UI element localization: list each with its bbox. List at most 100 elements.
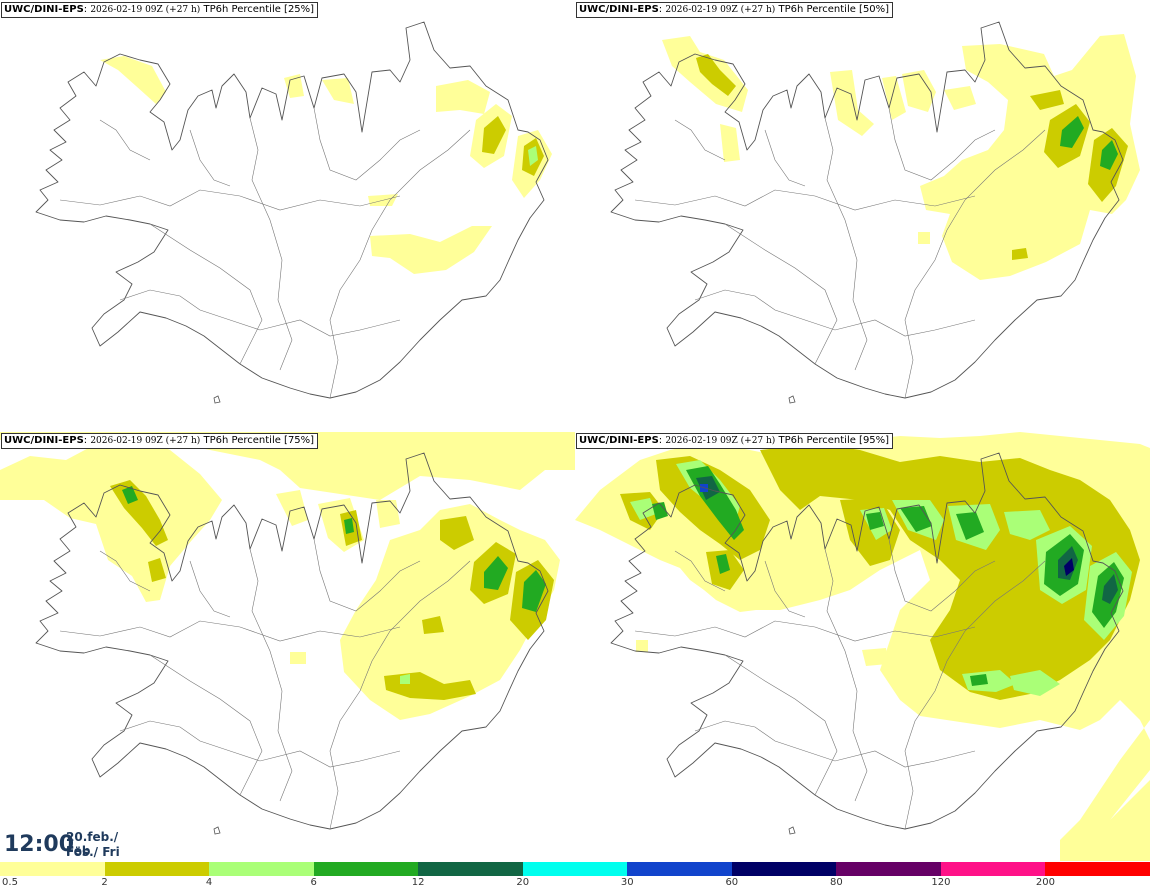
precip-contour (944, 86, 976, 110)
legend-tick-label: 60 (725, 877, 739, 888)
legend-swatch (104, 862, 211, 876)
precip-contour (122, 486, 138, 504)
precip-map-p25 (35, 21, 552, 404)
run-info: 2026-02-19 09Z (+27 h) (665, 5, 776, 15)
precip-contour (696, 54, 736, 96)
legend-swatch (209, 862, 315, 876)
precip-contour (1100, 140, 1118, 170)
region-boundary (189, 560, 231, 618)
precip-contour (482, 116, 506, 154)
region-boundary (904, 560, 1046, 830)
region-boundary (59, 620, 401, 642)
precip-map-p75 (0, 432, 575, 835)
percentile-label: TP6h Percentile [50%] (778, 4, 890, 15)
precip-contour (344, 518, 354, 534)
run-info: 2026-02-19 09Z (+27 h) (90, 5, 201, 15)
precip-contour (760, 444, 1140, 700)
legend-tick-label: 0.5 (2, 877, 18, 888)
precip-contour (1004, 510, 1050, 540)
legend-tick-label: 12 (411, 877, 425, 888)
model-name: UWC/DINI-EPS (4, 435, 84, 446)
iceland-outline (610, 21, 1124, 404)
map-panel-p75: UWC/DINI-EPS: 2026-02-19 09Z (+27 h) TP6… (0, 431, 575, 861)
legend-swatch (627, 862, 733, 876)
precip-contour (866, 512, 884, 530)
precip-contour (630, 498, 656, 520)
precip-contour (370, 226, 492, 274)
region-boundary (313, 107, 421, 181)
precip-contour (322, 78, 354, 104)
precip-contour (422, 616, 444, 634)
region-boundary (149, 223, 263, 365)
region-boundary (674, 550, 726, 592)
legend-tick-label: 200 (1035, 877, 1055, 888)
precip-contour (148, 558, 166, 582)
precip-contour (110, 480, 168, 546)
precip-contour (100, 56, 166, 104)
coastline (35, 452, 549, 830)
map-panel-p95: UWC/DINI-EPS: 2026-02-19 09Z (+27 h) TP6… (575, 431, 1150, 861)
valid-day: Fös./ Fri (66, 845, 120, 859)
region-boundary (99, 119, 151, 161)
precip-contour (484, 556, 508, 590)
region-boundary (694, 289, 976, 337)
legend-tick-label: 2 (101, 877, 108, 888)
region-boundary (329, 560, 471, 830)
valid-date: 20.feb./ Feb (66, 830, 119, 858)
precip-contour (522, 570, 546, 612)
region-boundary (724, 223, 838, 365)
region-boundary (674, 119, 726, 161)
region-boundary (119, 289, 401, 337)
island (213, 826, 221, 835)
run-info: 2026-02-19 09Z (+27 h) (90, 436, 201, 446)
panel-title-p25: UWC/DINI-EPS: 2026-02-19 09Z (+27 h) TP6… (1, 2, 319, 18)
precip-contour (1060, 116, 1084, 148)
island (213, 395, 221, 404)
legend-swatch (313, 862, 420, 876)
model-name: UWC/DINI-EPS (579, 435, 659, 446)
precip-layer (575, 432, 1150, 861)
precip-contour (830, 70, 874, 136)
coastline (610, 21, 1124, 399)
precip-contour (436, 80, 490, 114)
precip-contour (1102, 574, 1118, 604)
map-panel-p50: UWC/DINI-EPS: 2026-02-19 09Z (+27 h) TP6… (575, 0, 1150, 430)
precip-contour (1030, 90, 1064, 110)
precip-contour (1010, 670, 1060, 696)
legend-swatch (522, 862, 629, 876)
panel-title-p75: UWC/DINI-EPS: 2026-02-19 09Z (+27 h) TP6… (1, 433, 319, 449)
precip-contour (284, 74, 304, 98)
region-boundary (888, 538, 996, 612)
precip-map-p95 (575, 432, 1150, 861)
island (788, 395, 796, 404)
region-boundary (904, 129, 1046, 399)
legend-tick-label: 20 (516, 877, 530, 888)
region-boundary (634, 189, 976, 211)
valid-time: 12:00 (4, 832, 75, 857)
region-boundary (329, 129, 471, 399)
region-boundary (694, 720, 976, 768)
coastline (610, 452, 1124, 830)
precip-contour (290, 652, 306, 664)
coastline (35, 21, 549, 399)
legend-tick-label: 30 (620, 877, 634, 888)
region-boundary (119, 720, 401, 768)
precip-color-legend: 0.5 2 4 6 12 20 30 60 80 120 200 (0, 862, 1150, 891)
legend-swatch (418, 862, 524, 876)
precip-contour (636, 640, 648, 652)
precip-contour (400, 674, 410, 684)
iceland-outline (35, 21, 549, 404)
precip-contour (902, 70, 936, 112)
region-boundary (764, 560, 806, 618)
panel-title-p50: UWC/DINI-EPS: 2026-02-19 09Z (+27 h) TP6… (576, 2, 894, 18)
percentile-label: TP6h Percentile [75%] (203, 435, 315, 446)
region-boundary (888, 107, 996, 181)
island (788, 826, 796, 835)
precip-contour (528, 146, 538, 166)
precip-contour (276, 490, 308, 526)
legend-swatch (731, 862, 838, 876)
legend-swatch (836, 862, 942, 876)
valid-time-box: 12:00 20.feb./ Feb Fös./ Fri (0, 826, 140, 862)
legend-swatch (0, 862, 106, 876)
region-boundary (149, 654, 263, 796)
